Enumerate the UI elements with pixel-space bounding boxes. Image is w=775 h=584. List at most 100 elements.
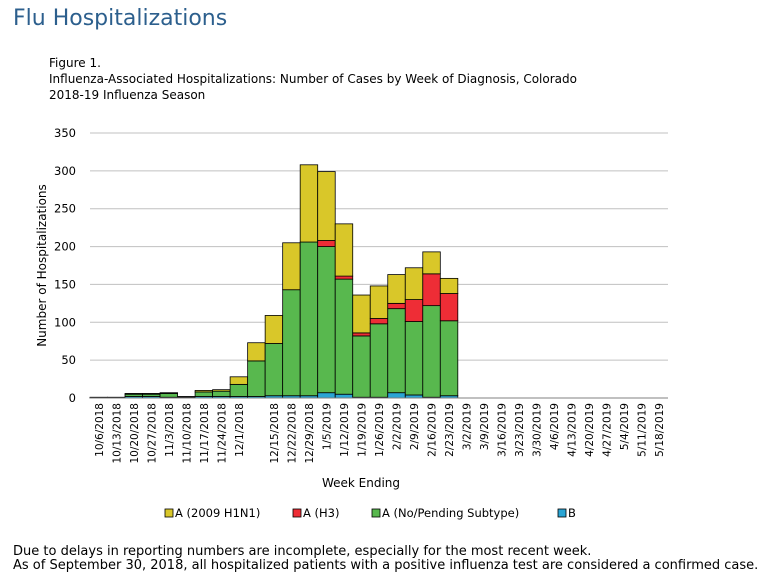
bar-segment	[124, 393, 143, 395]
x-tick-label: 12/15/2018	[269, 403, 281, 464]
y-tick-label: 0	[69, 391, 76, 405]
bar-segment	[194, 391, 214, 397]
legend-label: A (H3)	[303, 506, 339, 520]
x-tick-label: 3/9/2019	[479, 403, 491, 450]
page-title: Flu Hospitalizations	[13, 6, 228, 31]
legend-label: A (No/Pending Subtype)	[382, 506, 519, 520]
x-tick-label: 2/9/2019	[409, 403, 421, 450]
legend-label: B	[568, 506, 576, 520]
bar-segment	[352, 335, 371, 398]
bar-segment	[334, 278, 354, 395]
x-tick-label: 3/23/2019	[514, 403, 526, 457]
bar-segment	[422, 305, 441, 398]
bar-segment	[422, 251, 441, 275]
x-axis-ticks: 10/6/2018 10/13/2018 10/20/2018 10/27/2018 1…	[94, 403, 666, 464]
bar-segment	[387, 308, 406, 394]
legend-swatch	[371, 508, 381, 518]
bar-segment	[194, 390, 214, 393]
bar-segment	[212, 390, 231, 397]
x-tick-label: 4/27/2019	[602, 403, 614, 457]
x-tick-label: 11/10/2018	[181, 403, 193, 464]
y-tick-label: 100	[54, 315, 76, 329]
x-tick-label: 10/27/2018	[146, 403, 158, 464]
legend-swatch	[164, 508, 174, 518]
legend: A (2009 H1N1) A (H3) A (No/Pending Subtype…	[164, 506, 576, 520]
x-tick-label: 12/22/2018	[286, 403, 298, 464]
y-tick-label: 150	[54, 277, 76, 291]
y-axis-ticks: 0 50 100 150 200 250 300 350	[54, 126, 76, 405]
bar-segment	[369, 318, 389, 325]
bar-segment	[387, 302, 406, 310]
bar-segment	[422, 273, 441, 307]
x-tick-label: 11/3/2018	[164, 403, 176, 457]
bar-segment	[299, 164, 319, 243]
bar-segment	[317, 171, 336, 241]
bar-segment	[159, 393, 178, 398]
x-tick-label: 4/13/2019	[567, 403, 579, 457]
x-tick-label: 10/20/2018	[129, 403, 141, 464]
y-tick-label: 50	[61, 353, 76, 367]
figure-label: Figure 1.	[49, 56, 101, 70]
y-axis-label: Number of Hospitalizations	[35, 184, 49, 347]
bar-segment	[369, 323, 389, 398]
legend-swatch	[557, 508, 567, 518]
bar-segment	[299, 241, 319, 397]
bar-segment	[334, 393, 354, 399]
y-tick-label: 250	[54, 202, 76, 216]
bar-segment	[212, 389, 231, 392]
x-tick-label: 10/13/2018	[111, 403, 123, 464]
bar-segment	[439, 277, 459, 294]
x-tick-label: 2/23/2019	[444, 403, 456, 457]
x-tick-label: 5/11/2019	[637, 403, 649, 457]
bar-segment	[247, 342, 266, 362]
bar-segment	[229, 383, 249, 397]
y-tick-label: 200	[54, 240, 76, 254]
bar-segment	[352, 294, 371, 334]
bar-segment	[439, 320, 459, 397]
bar-segment	[317, 392, 336, 399]
x-tick-label: 3/30/2019	[532, 403, 544, 457]
bar-segment	[264, 343, 284, 397]
bar-segment	[317, 240, 336, 247]
x-tick-label: 1/19/2019	[356, 403, 368, 457]
x-tick-label: 3/16/2019	[497, 403, 509, 457]
bar-segment	[387, 274, 406, 304]
bar-segment	[404, 267, 424, 300]
bar-segment	[369, 285, 389, 319]
x-tick-label: 12/29/2018	[304, 403, 316, 464]
footnote-line2: As of September 30, 2018, all hospitaliz…	[13, 558, 759, 573]
x-tick-label: 4/6/2019	[549, 403, 561, 450]
bar-segment	[387, 392, 406, 399]
x-tick-label: 12/1/2018	[234, 403, 246, 457]
footnote-line1: Due to delays in reporting numbers are i…	[13, 544, 592, 559]
x-axis-label: Week Ending	[322, 476, 400, 490]
bar-segment	[282, 289, 301, 397]
bar-segment	[264, 315, 284, 344]
x-tick-label: 1/12/2019	[339, 403, 351, 457]
legend-label: A (2009 H1N1)	[175, 506, 260, 520]
footnote: Due to delays in reporting numbers are i…	[13, 545, 758, 573]
bar-segment	[229, 376, 249, 385]
bar-segment	[282, 242, 301, 291]
y-tick-label: 300	[54, 164, 76, 178]
x-tick-label: 1/26/2019	[374, 403, 386, 457]
x-tick-label: 3/2/2019	[462, 403, 474, 450]
x-tick-label: 10/6/2018	[94, 403, 106, 457]
y-tick-label: 350	[54, 126, 76, 140]
x-tick-label: 1/5/2019	[321, 403, 333, 450]
bar-segment	[142, 393, 161, 395]
x-tick-label: 11/17/2018	[199, 403, 211, 464]
hospitalizations-chart: 0 50 100 150 200 250 300 350 10/6/2018 10/13/201…	[35, 126, 668, 520]
bar-segment	[334, 275, 354, 280]
x-tick-label: 5/18/2019	[654, 403, 666, 457]
figure-caption: Figure 1. Influenza-Associated Hospitali…	[49, 55, 577, 103]
bar-segment	[177, 396, 196, 398]
bar-segment	[317, 246, 336, 394]
figure-title-line2: 2018-19 Influenza Season	[49, 88, 206, 102]
x-tick-label: 4/20/2019	[584, 403, 596, 457]
bar-segment	[352, 332, 371, 337]
bar-segment	[439, 293, 459, 322]
bar-segment	[247, 360, 266, 397]
bar-segment	[334, 223, 354, 277]
bar-segment	[159, 392, 178, 394]
